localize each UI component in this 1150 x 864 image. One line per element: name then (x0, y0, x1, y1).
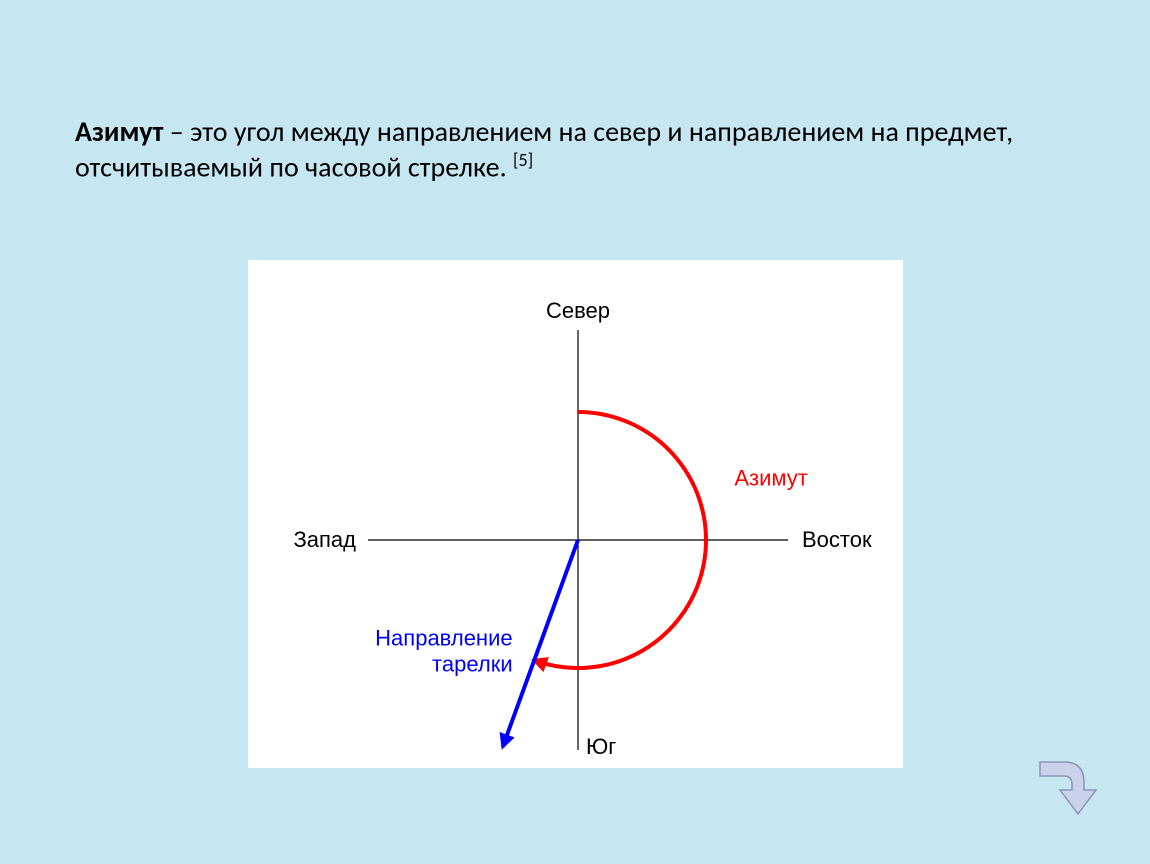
svg-text:тарелки: тарелки (432, 652, 513, 677)
diagram-svg: Север Юг Восток Запад Азимут Направлениетарел… (248, 260, 903, 768)
svg-text:Запад: Запад (293, 527, 356, 552)
azimuth-diagram: Север Юг Восток Запад Азимут Направлениетарел… (248, 260, 903, 768)
definition-text: Азимут – это угол между направлением на … (75, 114, 1075, 184)
svg-text:Север: Север (546, 298, 610, 323)
slide-content: Азимут – это угол между направлением на … (75, 86, 1075, 212)
svg-text:Юг: Юг (586, 734, 616, 759)
footnote-ref: [5] (513, 149, 533, 171)
svg-text:Восток: Восток (802, 527, 872, 552)
term: Азимут (75, 114, 163, 149)
svg-text:Азимут: Азимут (734, 465, 808, 490)
svg-text:Направление: Направление (375, 626, 512, 651)
definition-body: – это угол между направлением на север и… (75, 114, 1013, 184)
uturn-arrow-icon (1022, 750, 1102, 820)
